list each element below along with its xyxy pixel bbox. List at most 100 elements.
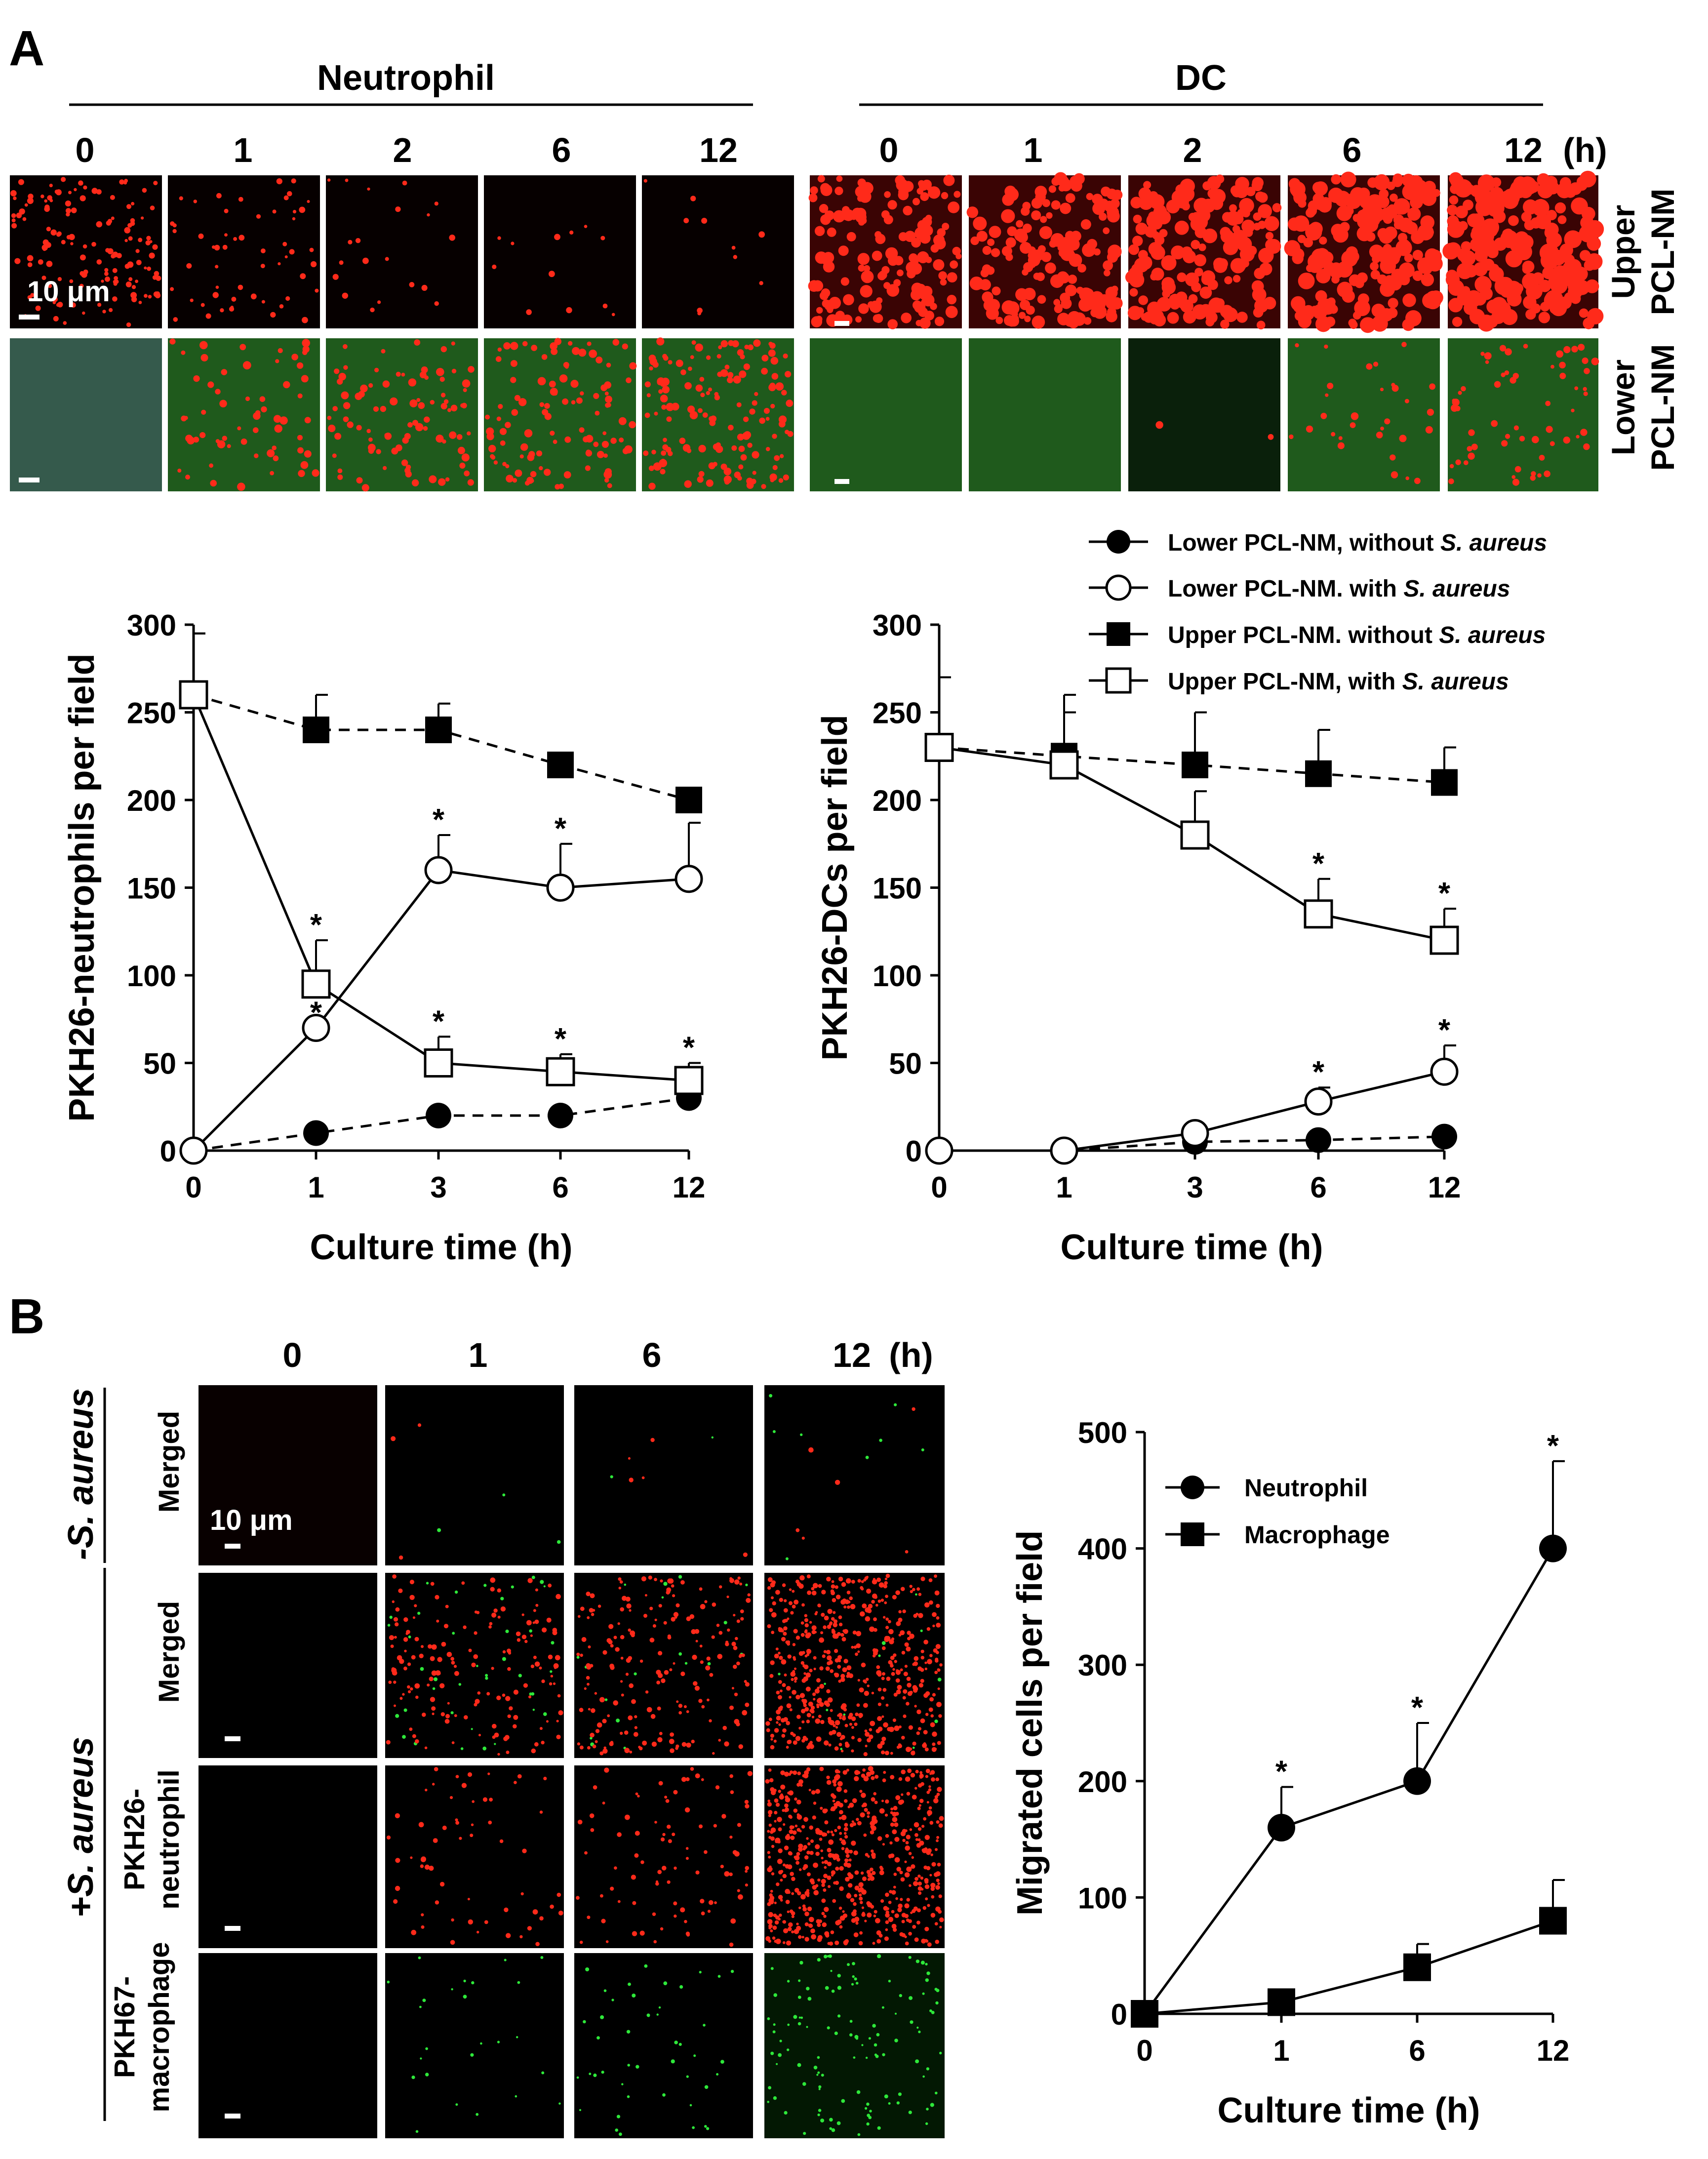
red-cell bbox=[1535, 199, 1547, 210]
red-cell bbox=[865, 1745, 868, 1748]
red-cell bbox=[599, 1697, 605, 1703]
red-cell bbox=[768, 1923, 773, 1928]
red-cell bbox=[867, 1738, 872, 1743]
green-cell bbox=[813, 2066, 818, 2070]
green-cell bbox=[934, 1719, 938, 1723]
red-cell bbox=[693, 1681, 698, 1686]
tile-background bbox=[810, 338, 962, 491]
red-cell bbox=[808, 1917, 814, 1922]
red-cell bbox=[723, 467, 732, 476]
green-cell bbox=[920, 1629, 923, 1632]
red-cell bbox=[215, 265, 219, 269]
red-cell bbox=[898, 1634, 902, 1637]
red-cell bbox=[741, 1653, 745, 1657]
red-cell bbox=[447, 408, 451, 412]
red-cell bbox=[770, 1582, 775, 1588]
red-cell bbox=[780, 1784, 786, 1790]
scale-bar bbox=[834, 479, 849, 484]
red-cell bbox=[929, 1821, 934, 1825]
red-cell bbox=[809, 1851, 814, 1855]
tile-background bbox=[199, 1953, 377, 2138]
red-cell bbox=[853, 1932, 859, 1937]
red-cell bbox=[857, 1821, 862, 1826]
red-cell bbox=[193, 200, 197, 203]
red-cell bbox=[429, 475, 437, 483]
red-cell bbox=[898, 1725, 902, 1728]
red-cell bbox=[899, 1871, 903, 1875]
red-cell bbox=[652, 361, 659, 368]
red-cell bbox=[588, 1645, 591, 1648]
red-cell bbox=[809, 1669, 813, 1673]
red-cell bbox=[1194, 254, 1206, 267]
red-cell bbox=[936, 1839, 939, 1842]
red-cell bbox=[720, 1865, 724, 1869]
red-cell bbox=[1060, 202, 1072, 214]
red-cell bbox=[930, 1882, 936, 1888]
x-tick-label: 12 bbox=[1537, 2034, 1570, 2067]
red-cell bbox=[665, 1799, 670, 1803]
green-cell bbox=[847, 1963, 850, 1966]
red-cell bbox=[937, 228, 946, 237]
red-cells bbox=[808, 174, 962, 329]
green-cell bbox=[926, 1971, 930, 1975]
red-cell bbox=[921, 1888, 924, 1891]
red-cell bbox=[734, 471, 741, 479]
green-cell bbox=[868, 2037, 871, 2040]
red-cell bbox=[1107, 206, 1119, 219]
red-cell bbox=[706, 479, 714, 487]
green-cell bbox=[799, 1960, 803, 1965]
red-cell bbox=[660, 1927, 664, 1931]
green-cell bbox=[877, 1954, 881, 1959]
red-cell bbox=[368, 383, 373, 388]
red-cell bbox=[1461, 386, 1466, 392]
red-cell bbox=[550, 1904, 554, 1909]
red-cell bbox=[542, 409, 549, 416]
red-cell bbox=[912, 1741, 916, 1746]
red-cell bbox=[843, 294, 854, 306]
red-cell bbox=[848, 1858, 852, 1862]
red-cell bbox=[451, 1918, 454, 1922]
red-cell bbox=[1072, 312, 1086, 326]
red-cell bbox=[752, 471, 756, 475]
green-cell bbox=[800, 2016, 803, 2019]
red-cell bbox=[724, 1871, 730, 1877]
red-cell bbox=[215, 389, 221, 395]
red-cell bbox=[813, 1890, 819, 1895]
red-cell bbox=[601, 1919, 606, 1923]
red-cell bbox=[915, 320, 922, 326]
green-cell bbox=[935, 2001, 939, 2005]
red-cell bbox=[738, 464, 744, 470]
red-cell bbox=[464, 470, 470, 477]
red-cell bbox=[769, 382, 776, 389]
red-cell bbox=[524, 429, 533, 438]
tile-background bbox=[199, 1573, 377, 1758]
green-cell bbox=[540, 1956, 544, 1959]
red-cell bbox=[1416, 187, 1427, 199]
legend-entry: Upper PCL-NM, with S. aureus bbox=[1089, 667, 1509, 695]
green-cell bbox=[689, 2104, 692, 2107]
red-cell bbox=[131, 296, 137, 302]
red-cell bbox=[813, 1862, 818, 1868]
red-cell bbox=[620, 1680, 623, 1683]
green-cell bbox=[470, 2053, 474, 2057]
red-cell bbox=[523, 1683, 528, 1688]
red-cell bbox=[806, 1894, 810, 1897]
red-cell bbox=[395, 1622, 399, 1627]
red-cell bbox=[835, 1774, 840, 1780]
red-cell bbox=[1229, 204, 1237, 212]
green-cell bbox=[787, 2023, 790, 2026]
red-cell bbox=[214, 244, 220, 251]
red-cell bbox=[884, 1936, 889, 1941]
red-cell bbox=[790, 1671, 796, 1677]
red-cell bbox=[834, 1746, 839, 1751]
red-cell bbox=[587, 1616, 590, 1619]
green-cell bbox=[504, 1959, 507, 1961]
green-cell bbox=[611, 1999, 614, 2001]
red-cell bbox=[83, 269, 88, 275]
red-cell bbox=[402, 437, 409, 444]
red-cell bbox=[450, 404, 458, 412]
red-cell bbox=[846, 1768, 849, 1772]
red-cell bbox=[720, 369, 728, 377]
red-cell bbox=[697, 476, 704, 483]
red-cell bbox=[1504, 370, 1509, 375]
